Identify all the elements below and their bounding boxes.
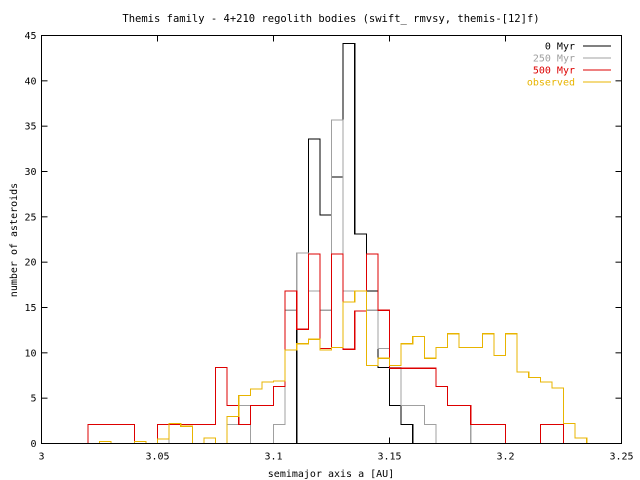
y-tick-label: 20 (24, 258, 36, 269)
legend-label-0-myr: 0 Myr (545, 42, 575, 53)
x-tick-label: 3.05 (145, 452, 169, 463)
y-tick-label: 45 (24, 31, 36, 42)
x-tick-label: 3.25 (609, 452, 633, 463)
x-tick-label: 3.2 (496, 452, 514, 463)
legend-label-500-myr: 500 Myr (533, 66, 575, 77)
series-group (41, 43, 622, 445)
y-tick-label: 0 (30, 439, 36, 450)
x-tick-label: 3.1 (264, 452, 282, 463)
y-tick-label: 30 (24, 167, 36, 178)
y-tick-label: 25 (24, 212, 36, 223)
axis-ticks: 3 3.05 3.1 3.15 3.2 3.25 0 5 10 15 20 25 30 35 40 45 (24, 31, 633, 463)
x-axis-label: semimajor axis a [AU] (268, 469, 394, 480)
legend-label-250-myr: 250 Myr (533, 54, 575, 65)
x-tick-label: 3 (38, 452, 44, 463)
y-tick-label: 40 (24, 76, 36, 87)
chart-title: Themis family - 4+210 regolith bodies (s… (122, 13, 539, 25)
y-tick-label: 15 (24, 303, 36, 314)
series-line-observed (41, 290, 622, 445)
x-tick-label: 3.15 (377, 452, 401, 463)
y-tick-label: 10 (24, 348, 36, 359)
plot-frame (41, 35, 622, 444)
legend-label-observed: observed (527, 78, 575, 89)
y-tick-label: 5 (30, 394, 36, 405)
y-tick-label: 35 (24, 122, 36, 133)
y-axis-label: number of asteroids (9, 183, 20, 297)
